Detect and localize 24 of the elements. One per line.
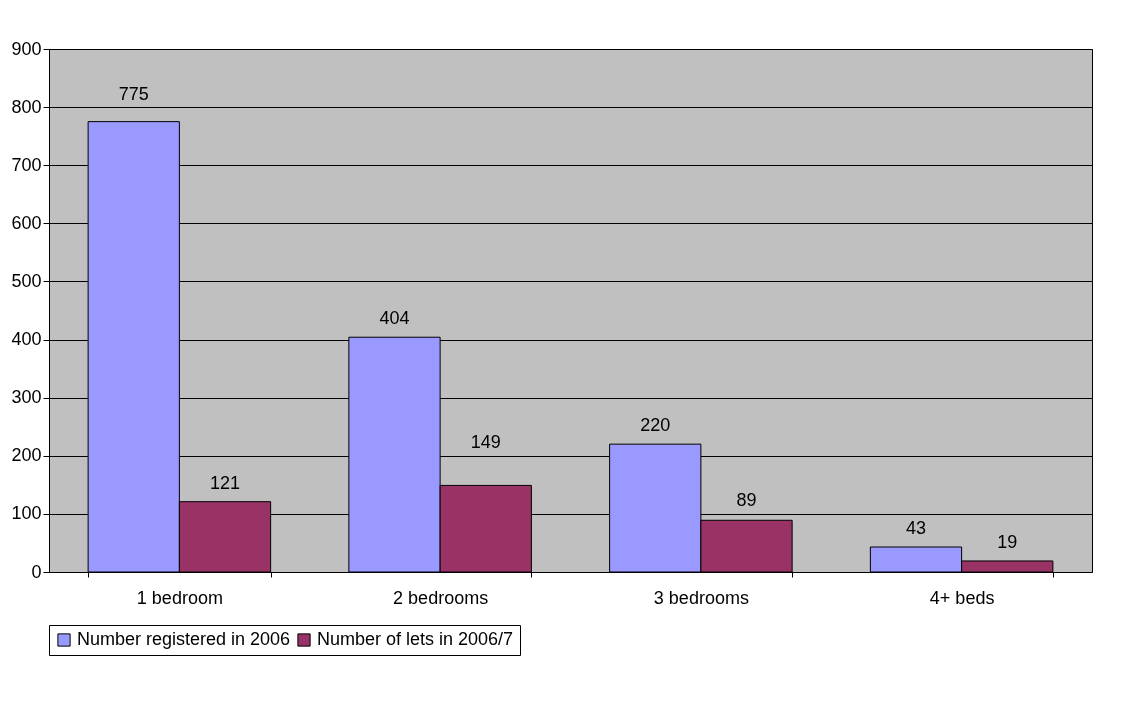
- data-label: 149: [470, 432, 501, 453]
- data-label: 775: [118, 83, 149, 104]
- y-tick-label: 800: [11, 96, 42, 117]
- x-tick-label: 1 bedroom: [136, 587, 223, 608]
- y-tick-label: 600: [11, 212, 42, 233]
- legend-label: Number registered in 2006: [77, 629, 291, 649]
- data-label: 89: [736, 490, 757, 511]
- y-tick-label: 400: [11, 329, 42, 350]
- x-tick-label: 3 bedrooms: [653, 587, 749, 608]
- data-label: 19: [997, 531, 1018, 552]
- y-tick-label: 200: [11, 445, 42, 466]
- y-tick-label: 500: [11, 270, 42, 291]
- x-tick-label: 4+ beds: [929, 587, 995, 608]
- legend-label: Number of lets in 2006/7: [317, 629, 514, 649]
- y-tick-label: 700: [11, 154, 42, 175]
- data-label: 43: [905, 518, 927, 539]
- y-tick-label: 300: [11, 387, 42, 408]
- data-label: 220: [640, 415, 671, 436]
- y-tick-label: 900: [11, 38, 42, 59]
- data-label: 404: [379, 308, 410, 329]
- y-tick-label: 100: [11, 503, 42, 524]
- data-label: 121: [209, 472, 241, 493]
- y-tick-label: 0: [31, 561, 42, 582]
- x-tick-label: 2 bedrooms: [393, 587, 489, 608]
